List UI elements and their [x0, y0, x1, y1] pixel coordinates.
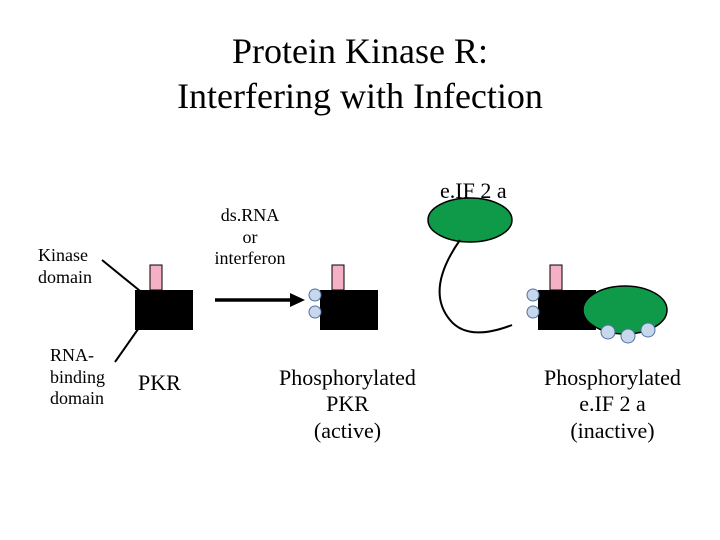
- pkr-active: [309, 265, 378, 330]
- activation-arrow: [215, 293, 305, 307]
- diagram-canvas: [0, 0, 720, 540]
- phosphorylated-pkr-label: Phosphorylated PKR (active): [260, 365, 435, 444]
- kinase-domain-pointer: [102, 260, 145, 295]
- eif2a-free: [428, 198, 512, 242]
- eif2a-label: e.IF 2 a: [440, 178, 507, 204]
- eif2a-complex: [527, 265, 667, 343]
- eif2a-curve: [440, 240, 512, 332]
- rna-binding-label: RNA- binding domain: [50, 345, 105, 410]
- phosphorylated-eif2a-label: Phosphorylated e.IF 2 a (inactive): [525, 365, 700, 444]
- pkr-label: PKR: [138, 370, 181, 396]
- dsrna-label: ds.RNA or interferon: [205, 205, 295, 270]
- kinase-domain-label: Kinase domain: [38, 245, 92, 288]
